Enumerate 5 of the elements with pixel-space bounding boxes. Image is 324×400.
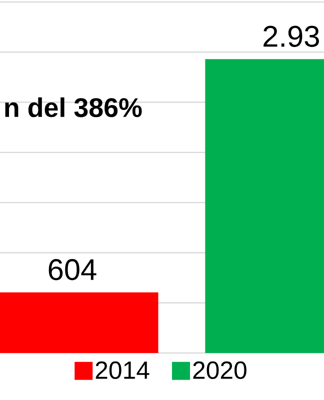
legend-label: 2020 — [193, 361, 246, 380]
legend-label: 2014 — [96, 361, 150, 380]
annotation: 2.93 — [264, 26, 319, 47]
data-label: 604 — [48, 259, 96, 280]
annotation: n del 386% — [5, 97, 142, 118]
